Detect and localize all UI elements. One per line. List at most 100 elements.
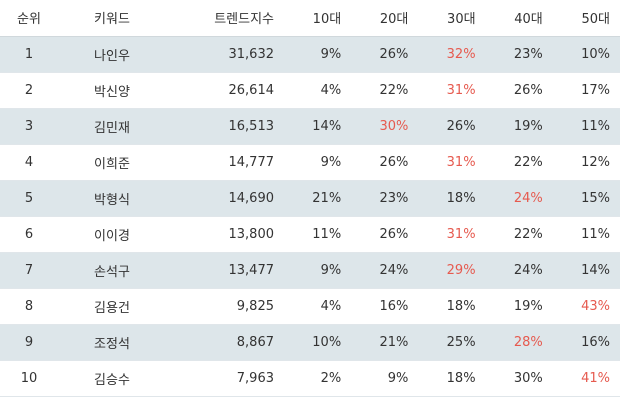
age-10s-cell: 11%	[284, 216, 352, 253]
age-30s-cell: 25%	[418, 324, 486, 361]
age-50s-cell: 43%	[552, 288, 620, 325]
age-10s-cell: 9%	[284, 36, 352, 73]
table-row: 4 이희준 14,777 9% 26% 31% 22% 12%	[0, 144, 620, 181]
age-30s-cell: 18%	[418, 288, 486, 325]
age-20s-cell: 16%	[351, 288, 419, 325]
table-row: 7 손석구 13,477 9% 24% 29% 24% 14%	[0, 252, 620, 289]
column-header-age-40s: 40대	[485, 0, 553, 37]
age-40s-cell: 23%	[485, 36, 553, 73]
age-30s-cell: 32%	[418, 36, 486, 73]
age-50s-cell: 14%	[552, 252, 620, 289]
age-10s-cell: 10%	[284, 324, 352, 361]
table-header: 순위 키워드 트렌드지수 10대 20대 30대 40대 50대	[0, 0, 620, 37]
trend-index-cell: 14,777	[166, 144, 284, 181]
age-40s-cell: 24%	[485, 252, 553, 289]
age-30s-cell: 31%	[418, 216, 486, 253]
age-40s-cell: 30%	[485, 360, 553, 397]
column-header-trend-index: 트렌드지수	[166, 0, 284, 37]
age-20s-cell: 26%	[351, 36, 419, 73]
age-50s-cell: 16%	[552, 324, 620, 361]
rank-cell: 8	[0, 288, 58, 325]
trend-index-cell: 7,963	[166, 360, 284, 397]
rank-cell: 2	[0, 72, 58, 109]
age-30s-cell: 31%	[418, 144, 486, 181]
age-40s-cell: 24%	[485, 180, 553, 217]
table-row: 9 조정석 8,867 10% 21% 25% 28% 16%	[0, 324, 620, 361]
age-40s-cell: 19%	[485, 288, 553, 325]
rank-cell: 3	[0, 108, 58, 145]
age-20s-cell: 26%	[351, 144, 419, 181]
age-10s-cell: 9%	[284, 144, 352, 181]
keyword-cell: 조정석	[58, 324, 166, 361]
age-40s-cell: 22%	[485, 216, 553, 253]
trend-index-cell: 16,513	[166, 108, 284, 145]
age-40s-cell: 28%	[485, 324, 553, 361]
table-row: 1 나인우 31,632 9% 26% 32% 23% 10%	[0, 36, 620, 73]
age-50s-cell: 11%	[552, 108, 620, 145]
age-30s-cell: 31%	[418, 72, 486, 109]
rank-cell: 5	[0, 180, 58, 217]
table-row: 3 김민재 16,513 14% 30% 26% 19% 11%	[0, 108, 620, 145]
rank-cell: 10	[0, 360, 58, 397]
age-30s-cell: 29%	[418, 252, 486, 289]
keyword-cell: 나인우	[58, 36, 166, 73]
age-30s-cell: 18%	[418, 360, 486, 397]
keyword-cell: 김승수	[58, 360, 166, 397]
age-30s-cell: 26%	[418, 108, 486, 145]
table-row: 10 김승수 7,963 2% 9% 18% 30% 41%	[0, 360, 620, 397]
column-header-rank: 순위	[0, 0, 58, 37]
age-20s-cell: 24%	[351, 252, 419, 289]
age-20s-cell: 23%	[351, 180, 419, 217]
trend-index-cell: 8,867	[166, 324, 284, 361]
age-10s-cell: 21%	[284, 180, 352, 217]
column-header-age-30s: 30대	[418, 0, 486, 37]
age-40s-cell: 22%	[485, 144, 553, 181]
trend-index-cell: 31,632	[166, 36, 284, 73]
rank-cell: 1	[0, 36, 58, 73]
age-50s-cell: 41%	[552, 360, 620, 397]
age-40s-cell: 26%	[485, 72, 553, 109]
rank-cell: 7	[0, 252, 58, 289]
age-50s-cell: 17%	[552, 72, 620, 109]
header-row: 순위 키워드 트렌드지수 10대 20대 30대 40대 50대	[0, 0, 620, 37]
table-body: 1 나인우 31,632 9% 26% 32% 23% 10% 2 박신양 26,614 4% 22% 3…	[0, 36, 620, 397]
keyword-cell: 김민재	[58, 108, 166, 145]
keyword-cell: 박형식	[58, 180, 166, 217]
age-50s-cell: 10%	[552, 36, 620, 73]
trend-index-cell: 14,690	[166, 180, 284, 217]
trend-index-cell: 9,825	[166, 288, 284, 325]
keyword-cell: 이희준	[58, 144, 166, 181]
keyword-cell: 김용건	[58, 288, 166, 325]
rank-cell: 4	[0, 144, 58, 181]
age-30s-cell: 18%	[418, 180, 486, 217]
age-20s-cell: 30%	[351, 108, 419, 145]
age-10s-cell: 9%	[284, 252, 352, 289]
trend-index-cell: 13,477	[166, 252, 284, 289]
column-header-age-50s: 50대	[552, 0, 620, 37]
table-row: 6 이이경 13,800 11% 26% 31% 22% 11%	[0, 216, 620, 253]
table-row: 5 박형식 14,690 21% 23% 18% 24% 15%	[0, 180, 620, 217]
age-50s-cell: 12%	[552, 144, 620, 181]
age-10s-cell: 4%	[284, 288, 352, 325]
trend-index-cell: 26,614	[166, 72, 284, 109]
keyword-cell: 이이경	[58, 216, 166, 253]
age-20s-cell: 21%	[351, 324, 419, 361]
column-header-keyword: 키워드	[58, 0, 166, 37]
age-20s-cell: 22%	[351, 72, 419, 109]
column-header-age-10s: 10대	[284, 0, 352, 37]
age-10s-cell: 4%	[284, 72, 352, 109]
age-50s-cell: 11%	[552, 216, 620, 253]
age-40s-cell: 19%	[485, 108, 553, 145]
rank-cell: 6	[0, 216, 58, 253]
table-row: 8 김용건 9,825 4% 16% 18% 19% 43%	[0, 288, 620, 325]
keyword-cell: 박신양	[58, 72, 166, 109]
age-20s-cell: 26%	[351, 216, 419, 253]
age-50s-cell: 15%	[552, 180, 620, 217]
age-20s-cell: 9%	[351, 360, 419, 397]
trend-index-cell: 13,800	[166, 216, 284, 253]
age-10s-cell: 14%	[284, 108, 352, 145]
age-10s-cell: 2%	[284, 360, 352, 397]
rank-cell: 9	[0, 324, 58, 361]
keyword-cell: 손석구	[58, 252, 166, 289]
